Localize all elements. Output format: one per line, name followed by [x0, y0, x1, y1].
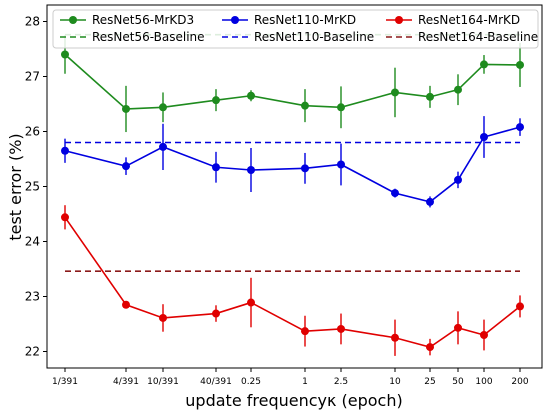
y-tick-label: 28 [25, 15, 40, 29]
data-point-resnet164-mrkd [159, 313, 167, 322]
axis-layer: 22 23 24 25 26 27 28 1/391 4/391 10/391 40/391 0.25… [25, 15, 529, 388]
data-point-resnet56-mrkd3 [480, 60, 488, 69]
data-point-resnet56-mrkd3 [426, 92, 434, 101]
data-point-resnet164-mrkd [212, 309, 220, 318]
legend-label-resnet56-mrkd3: ResNet56-MrKD3 [92, 13, 194, 27]
x-tick-label: 40/391 [200, 377, 232, 387]
data-point-resnet110-mrkd [301, 164, 309, 173]
data-point-resnet110-mrkd [480, 133, 488, 141]
legend-label-resnet110-mrkd: ResNet110-MrKD [254, 13, 356, 27]
legend-box [52, 9, 539, 49]
data-point-resnet110-mrkd [212, 163, 220, 172]
data-point-resnet56-mrkd3 [516, 60, 524, 69]
legend-marker-resnet56-mrkd3 [69, 16, 77, 24]
y-tick-label: 27 [25, 70, 40, 84]
data-point-resnet56-mrkd3 [337, 103, 345, 112]
data-point-resnet56-mrkd3 [391, 88, 399, 97]
data-point-resnet164-mrkd [247, 298, 255, 307]
data-point-resnet56-mrkd3 [247, 91, 255, 100]
data-point-resnet110-mrkd [159, 142, 167, 151]
data-point-resnet164-mrkd [301, 327, 309, 336]
plot-frame [46, 4, 543, 369]
data-point-resnet56-mrkd3 [122, 104, 130, 113]
x-tick-label: 200 [511, 377, 528, 387]
data-point-resnet110-mrkd [61, 146, 69, 155]
data-point-resnet110-mrkd [122, 162, 130, 171]
data-point-resnet110-mrkd [247, 166, 255, 174]
data-point-resnet110-mrkd [454, 175, 462, 184]
plot-layer [61, 33, 524, 356]
data-point-resnet110-mrkd [516, 123, 524, 132]
x-tick-label: 1/391 [52, 377, 78, 387]
data-point-resnet164-mrkd [337, 324, 345, 333]
data-point-resnet110-mrkd [391, 189, 399, 198]
data-point-resnet110-mrkd [337, 160, 345, 169]
x-tick-label: 1 [302, 377, 308, 387]
series-line-resnet56-mrkd3 [64, 53, 521, 110]
x-tick-label: 100 [475, 377, 492, 387]
series-line-resnet110-mrkd [64, 126, 521, 203]
legend-label-resnet164-mrkd: ResNet164-MrKD [418, 13, 520, 27]
data-point-resnet164-mrkd [391, 333, 399, 342]
y-tick-label: 24 [25, 235, 40, 249]
y-tick-label: 23 [25, 290, 40, 304]
data-point-resnet164-mrkd [61, 213, 69, 222]
x-tick-label: 10 [389, 377, 401, 387]
y-axis-label: test error (%) [6, 133, 25, 240]
data-point-resnet164-mrkd [426, 343, 434, 352]
x-axis-label: update frequencyκ (epoch) [185, 391, 402, 410]
legend-marker-resnet110-mrkd [231, 16, 239, 24]
data-point-resnet164-mrkd [480, 331, 488, 339]
data-point-resnet164-mrkd [454, 323, 462, 332]
data-point-resnet164-mrkd [516, 302, 524, 311]
legend-marker-resnet164-mrkd [395, 16, 403, 24]
legend-label-resnet56-baseline: ResNet56-Baseline [92, 30, 205, 44]
x-tick-label: 50 [452, 377, 464, 387]
y-tick-label: 26 [25, 125, 40, 139]
x-tick-label: 25 [424, 377, 435, 387]
data-point-resnet110-mrkd [426, 197, 434, 206]
x-tick-label: 10/391 [147, 377, 179, 387]
data-point-resnet56-mrkd3 [301, 101, 309, 110]
x-tick-label: 0.25 [241, 377, 261, 387]
data-point-resnet56-mrkd3 [212, 96, 220, 105]
x-tick-label: 4/391 [113, 377, 139, 387]
y-tick-label: 22 [25, 345, 40, 359]
legend-label-resnet110-baseline: ResNet110-Baseline [254, 30, 374, 44]
data-point-resnet56-mrkd3 [159, 103, 167, 112]
y-tick-label: 25 [25, 180, 40, 194]
data-point-resnet56-mrkd3 [61, 50, 69, 59]
x-tick-label: 2.5 [334, 377, 348, 387]
data-point-resnet56-mrkd3 [454, 85, 462, 94]
legend: ResNet56-MrKD3 ResNet56-Baseline ResNet110… [52, 9, 539, 49]
legend-label-resnet164-baseline: ResNet164-Baseline [418, 30, 538, 44]
series-line-resnet164-mrkd [64, 216, 521, 348]
data-point-resnet164-mrkd [122, 300, 130, 309]
